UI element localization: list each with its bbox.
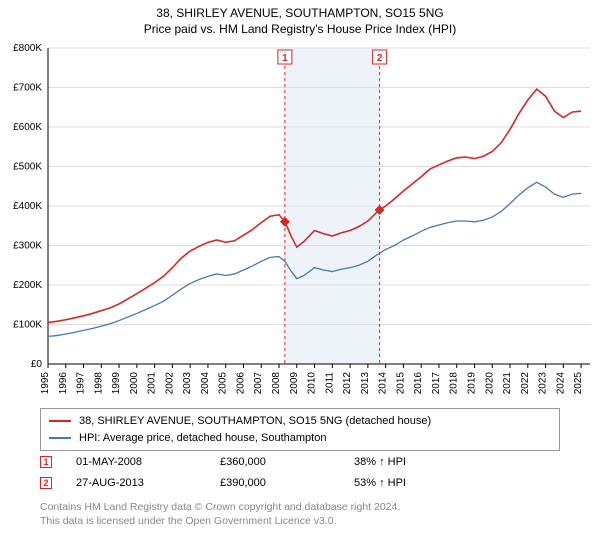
svg-text:£800K: £800K [13, 43, 42, 54]
svg-text:2010: 2010 [307, 372, 318, 395]
sales-table: 1 01-MAY-2008 £360,000 38% ↑ HPI 2 27-AU… [40, 452, 454, 494]
svg-text:2005: 2005 [218, 372, 229, 395]
svg-text:2003: 2003 [182, 372, 193, 395]
svg-text:£300K: £300K [13, 241, 42, 252]
sale-delta-1: 38% ↑ HPI [354, 452, 454, 473]
svg-text:2014: 2014 [378, 372, 389, 395]
legend-label-2: HPI: Average price, detached house, Sout… [79, 430, 326, 447]
svg-text:2022: 2022 [520, 372, 531, 395]
svg-text:2: 2 [377, 53, 383, 64]
svg-text:2001: 2001 [147, 372, 158, 395]
title-line1: 38, SHIRLEY AVENUE, SOUTHAMPTON, SO15 5N… [0, 6, 600, 22]
svg-text:£600K: £600K [13, 122, 42, 133]
svg-text:£100K: £100K [13, 320, 42, 331]
svg-text:1995: 1995 [40, 372, 51, 395]
footnote-line1: Contains HM Land Registry data © Crown c… [40, 500, 400, 514]
svg-text:£700K: £700K [13, 83, 42, 94]
svg-text:2015: 2015 [395, 372, 406, 395]
svg-text:£400K: £400K [13, 201, 42, 212]
svg-text:2020: 2020 [484, 372, 495, 395]
sale-date-2: 27-AUG-2013 [76, 473, 196, 494]
svg-text:2019: 2019 [466, 372, 477, 395]
svg-text:2024: 2024 [555, 372, 566, 395]
title-line2: Price paid vs. HM Land Registry's House … [0, 22, 600, 38]
legend-swatch-1 [49, 420, 71, 422]
legend-row-2: HPI: Average price, detached house, Sout… [49, 430, 551, 447]
svg-text:£200K: £200K [13, 280, 42, 291]
sale-marker-1: 1 [40, 456, 52, 468]
svg-text:2021: 2021 [502, 372, 513, 395]
chart-legend: 38, SHIRLEY AVENUE, SOUTHAMPTON, SO15 5N… [40, 408, 560, 451]
svg-text:2000: 2000 [129, 372, 140, 395]
sale-date-1: 01-MAY-2008 [76, 452, 196, 473]
svg-text:2004: 2004 [200, 372, 211, 395]
svg-text:£0: £0 [31, 359, 43, 370]
svg-text:2012: 2012 [342, 372, 353, 395]
svg-text:2018: 2018 [449, 372, 460, 395]
sale-marker-2: 2 [40, 477, 52, 489]
sale-delta-2: 53% ↑ HPI [354, 473, 454, 494]
sale-price-1: £360,000 [220, 452, 330, 473]
svg-text:2016: 2016 [413, 372, 424, 395]
sale-row-1: 1 01-MAY-2008 £360,000 38% ↑ HPI [40, 452, 454, 473]
svg-text:2006: 2006 [235, 372, 246, 395]
svg-text:1997: 1997 [76, 372, 87, 395]
chart-area: £0 £100K £200K £300K £400K £500K £600K £700K £80… [0, 42, 600, 402]
sale-row-2: 2 27-AUG-2013 £390,000 53% ↑ HPI [40, 473, 454, 494]
svg-text:2025: 2025 [573, 372, 584, 395]
footnote: Contains HM Land Registry data © Crown c… [40, 500, 400, 528]
svg-text:2011: 2011 [324, 372, 335, 394]
svg-text:1996: 1996 [58, 372, 69, 395]
svg-text:2007: 2007 [253, 372, 264, 395]
sale-price-2: £390,000 [220, 473, 330, 494]
legend-row-1: 38, SHIRLEY AVENUE, SOUTHAMPTON, SO15 5N… [49, 413, 551, 430]
svg-text:2009: 2009 [289, 372, 300, 395]
chart-title: 38, SHIRLEY AVENUE, SOUTHAMPTON, SO15 5N… [0, 0, 600, 37]
chart-svg: £0 £100K £200K £300K £400K £500K £600K £700K £80… [0, 42, 600, 402]
svg-text:2013: 2013 [360, 372, 371, 395]
svg-text:1999: 1999 [111, 372, 122, 395]
svg-text:1: 1 [282, 53, 288, 64]
svg-text:2017: 2017 [431, 372, 442, 395]
svg-text:£500K: £500K [13, 162, 42, 173]
svg-text:2002: 2002 [164, 372, 175, 395]
svg-text:2023: 2023 [538, 372, 549, 395]
footnote-line2: This data is licensed under the Open Gov… [40, 514, 400, 528]
legend-swatch-2 [49, 437, 71, 439]
legend-label-1: 38, SHIRLEY AVENUE, SOUTHAMPTON, SO15 5N… [79, 413, 431, 430]
svg-text:1998: 1998 [93, 372, 104, 395]
svg-text:2008: 2008 [271, 372, 282, 395]
